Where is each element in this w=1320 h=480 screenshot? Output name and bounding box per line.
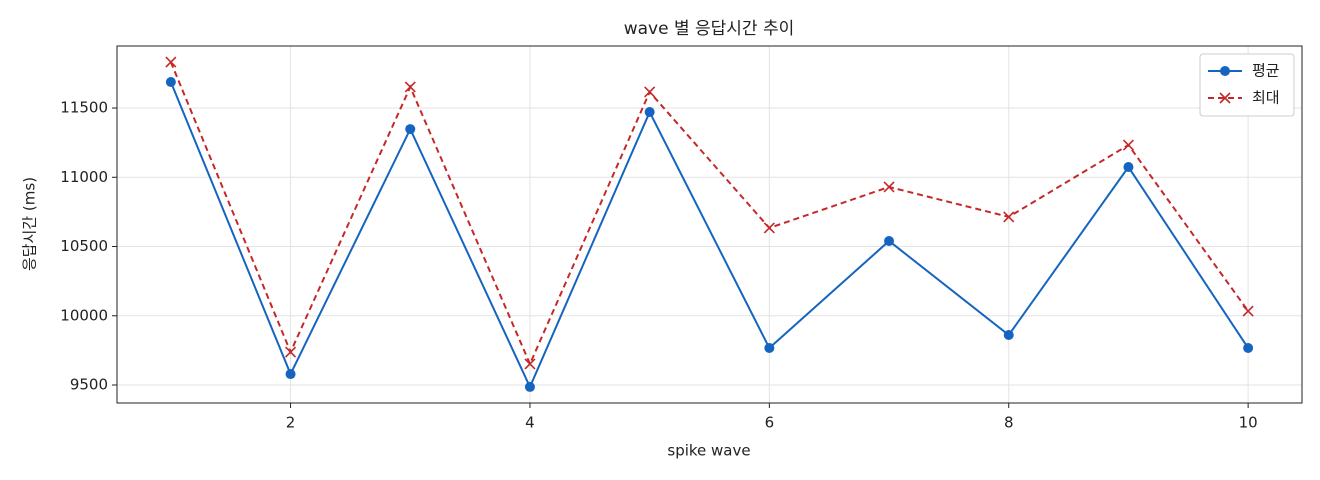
chart-title: wave 별 응답시간 추이 xyxy=(624,19,795,39)
point xyxy=(884,235,895,246)
point xyxy=(165,77,176,88)
y-tick-label: 9500 xyxy=(70,375,108,393)
point xyxy=(644,107,655,118)
legend-label: 평균 xyxy=(1252,62,1280,80)
plot-frame xyxy=(116,45,1303,404)
y-tick-label: 10000 xyxy=(60,306,108,324)
point xyxy=(1003,211,1015,223)
point xyxy=(405,124,416,135)
point xyxy=(1003,330,1014,341)
point xyxy=(763,222,775,234)
point xyxy=(644,86,656,98)
y-tick-label: 11000 xyxy=(60,168,108,186)
legend-box xyxy=(1199,53,1295,117)
legend-marker xyxy=(1219,92,1231,104)
point xyxy=(1242,305,1254,317)
x-tick-label: 4 xyxy=(525,414,535,432)
y-axis-label: 응답시간 (ms) xyxy=(21,177,39,271)
legend-label: 최대 xyxy=(1252,89,1280,107)
point xyxy=(284,346,297,358)
point xyxy=(1123,162,1134,173)
series-line xyxy=(169,81,1249,390)
point xyxy=(524,381,535,392)
x-tick-label: 2 xyxy=(286,414,296,432)
point xyxy=(883,181,895,193)
point xyxy=(524,358,536,370)
x-tick-label: 8 xyxy=(1004,414,1014,432)
point xyxy=(285,369,296,380)
point xyxy=(165,56,177,68)
y-tick-label: 10500 xyxy=(60,237,108,255)
point xyxy=(1122,139,1135,151)
point xyxy=(404,81,416,93)
point xyxy=(764,343,775,354)
point xyxy=(1243,343,1254,354)
series-line xyxy=(169,61,1249,367)
x-axis-label: spike wave xyxy=(667,442,750,460)
x-tick-label: 6 xyxy=(765,414,775,432)
y-tick-label: 11500 xyxy=(60,99,108,117)
legend-marker xyxy=(1220,66,1230,76)
x-tick-label: 10 xyxy=(1239,414,1258,432)
